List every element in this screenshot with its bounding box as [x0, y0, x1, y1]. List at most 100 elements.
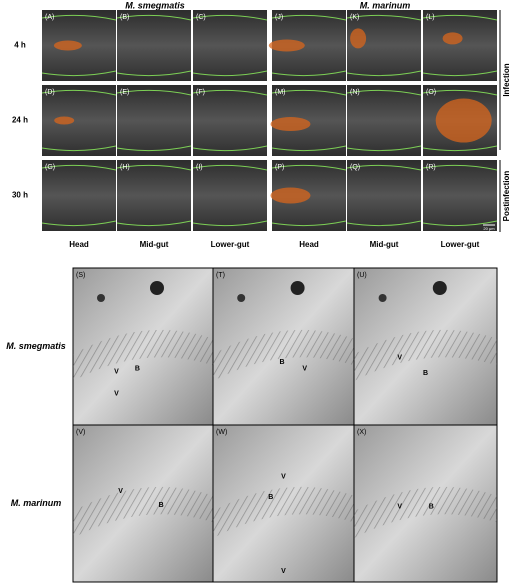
- tissue-edge: [192, 145, 268, 152]
- column-label: Lower-gut: [211, 240, 250, 249]
- micrograph: [193, 160, 267, 231]
- micrograph: [117, 85, 191, 156]
- column-label: Head: [299, 240, 319, 249]
- micrograph: [423, 10, 497, 81]
- micrograph: [193, 10, 267, 81]
- panel-label: (T): [216, 272, 225, 279]
- vesicle: [97, 294, 105, 302]
- row-label: M. smegmatis: [6, 341, 66, 351]
- tissue-edge: [346, 70, 422, 77]
- tissue-edge: [192, 220, 268, 227]
- panel-label: (X): [357, 429, 366, 436]
- column-label: Head: [69, 240, 89, 249]
- tissue-edge: [41, 164, 117, 171]
- panel-label: (A): [45, 14, 54, 21]
- fluorescence: [442, 32, 463, 45]
- panel-label: (F): [196, 89, 205, 96]
- tissue-edge: [422, 14, 498, 21]
- fluorescence: [435, 98, 492, 143]
- scale-label: 20 μm: [483, 226, 495, 231]
- micrograph: [117, 160, 191, 231]
- annotation: B: [423, 370, 428, 377]
- micrograph: [423, 160, 497, 231]
- fluorescence: [53, 40, 82, 51]
- annotation: B: [268, 494, 273, 501]
- column-header: M. marinum: [360, 0, 411, 10]
- villi-band: [73, 486, 213, 539]
- panel-label: (P): [275, 164, 284, 171]
- tissue-edge: [116, 14, 192, 21]
- fluorescence: [54, 116, 75, 125]
- tissue-edge: [422, 70, 498, 77]
- tissue-edge: [422, 220, 498, 227]
- fluorescence: [268, 39, 305, 52]
- annotation: V: [281, 474, 286, 481]
- tissue-edge: [346, 89, 422, 96]
- panel-label: (K): [350, 14, 359, 21]
- tissue-edge: [41, 145, 117, 152]
- tissue-edge: [116, 89, 192, 96]
- vesicle: [150, 281, 164, 295]
- micrograph: [117, 10, 191, 81]
- tissue-edge: [346, 220, 422, 227]
- annotation: V: [114, 390, 119, 397]
- panel-label: (L): [426, 14, 435, 21]
- tissue-edge: [41, 220, 117, 227]
- tissue-edge: [271, 89, 347, 96]
- tissue-edge: [41, 89, 117, 96]
- panel-label: (U): [357, 272, 367, 279]
- villi-band: [213, 486, 354, 539]
- vesicle: [378, 294, 387, 302]
- micrograph: [347, 85, 421, 156]
- tissue-edge: [346, 164, 422, 171]
- villi-band: [354, 486, 497, 539]
- panel-label: (S): [76, 272, 85, 279]
- column-label: Mid-gut: [140, 240, 169, 249]
- tissue-edge: [192, 89, 268, 96]
- tissue-edge: [422, 164, 498, 171]
- column-label: Mid-gut: [370, 240, 399, 249]
- annotation: B: [159, 502, 164, 509]
- panel-label: (J): [275, 14, 283, 21]
- panel-label: (N): [350, 89, 360, 96]
- annotation: V: [397, 354, 402, 361]
- annotation: V: [118, 488, 123, 495]
- fluorescence: [350, 28, 367, 49]
- vesicle: [237, 294, 246, 302]
- tissue-edge: [116, 164, 192, 171]
- tissue-edge: [271, 14, 347, 21]
- annotation: B: [135, 365, 140, 372]
- row-label: 24 h: [12, 116, 28, 125]
- tissue-edge: [192, 70, 268, 77]
- panel-label: (D): [45, 89, 55, 96]
- panel-label: (V): [76, 429, 85, 436]
- row-label: 30 h: [12, 191, 28, 200]
- panel-label: (I): [196, 164, 203, 171]
- tissue-edge: [346, 145, 422, 152]
- villi-band: [73, 329, 213, 382]
- row-label: 4 h: [14, 41, 26, 50]
- villi-band: [354, 329, 497, 382]
- panel-label: (O): [426, 89, 436, 96]
- fluorescence: [270, 187, 311, 204]
- micrograph: [347, 160, 421, 231]
- panel-label: (G): [45, 164, 55, 171]
- tissue-edge: [271, 220, 347, 227]
- tissue-edge: [116, 220, 192, 227]
- panel-label: (C): [196, 14, 206, 21]
- annotation: B: [280, 359, 285, 366]
- tissue-edge: [271, 145, 347, 152]
- side-label: Infection: [502, 63, 511, 96]
- tissue-edge: [192, 14, 268, 21]
- column-header: M. smegmatis: [125, 0, 185, 10]
- panel-label: (Q): [350, 164, 360, 171]
- side-label: Postinfection: [502, 171, 511, 222]
- micrograph: [193, 85, 267, 156]
- annotation: V: [114, 368, 119, 375]
- panel-label: (M): [275, 89, 286, 96]
- panel-label: (H): [120, 164, 130, 171]
- fluorescence: [270, 117, 311, 132]
- villi-band: [213, 329, 354, 382]
- column-label: Lower-gut: [441, 240, 480, 249]
